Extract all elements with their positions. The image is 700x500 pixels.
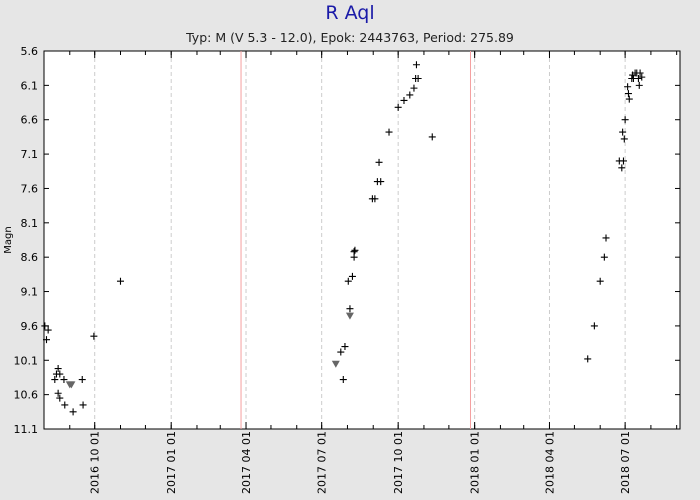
fainter-than-point [331,360,340,368]
grid [94,51,626,429]
observation-point [377,178,385,186]
observation-point [78,376,86,384]
observation-point [56,370,64,378]
observation-point [400,96,408,104]
observation-point [385,128,393,136]
observation-point [621,116,629,124]
observation-point [406,91,414,99]
observation-point [428,133,436,141]
observation-point [56,394,64,402]
data-points [41,61,646,416]
fainter-than-point [67,381,76,389]
observation-point [346,305,354,313]
y-tick-label: 9.1 [21,286,39,299]
x-tick-label: 2018 07 01 [619,431,632,494]
y-axis-label: Magn [3,226,14,253]
observation-point [412,61,420,69]
y-tick-label: 8.6 [21,251,39,264]
observation-point [116,277,124,285]
observation-point [344,277,352,285]
observation-point [339,376,347,384]
observation-point [634,74,642,82]
chart-subtitle: Typ: M (V 5.3 - 12.0), Epok: 2443763, Pe… [186,30,514,45]
observation-point [410,84,418,92]
observation-point [44,326,52,334]
y-tick-label: 9.6 [21,320,39,333]
observation-point [414,74,422,82]
y-tick-labels: 5.6 6.1 6.6 7.1 7.6 8.1 8.6 9.1 9.6 10.1 10.6 11.1 [14,45,39,436]
y-tick-label: 10.1 [14,354,39,367]
observation-point [51,376,59,384]
observation-point [638,73,646,81]
observation-point [54,365,62,373]
observation-point [394,103,402,111]
chart-title: R Aql [325,2,375,24]
observation-point [41,322,49,330]
observation-point [625,95,633,103]
x-tick-label: 2017 07 01 [316,431,329,494]
y-tick-label: 10.6 [14,389,39,402]
plot-area [43,50,681,430]
observation-point [619,157,627,165]
x-tick-labels: 2016 10 01 2017 01 01 2017 04 01 2017 07 01… [89,431,632,494]
y-tick-label: 7.6 [21,182,39,195]
observation-point [90,332,98,340]
observation-point [635,81,643,89]
y-tick-label: 6.6 [21,114,39,127]
fainter-than-point [345,312,354,320]
observation-point [619,128,627,136]
observation-point [42,336,50,344]
observation-point [337,348,345,356]
observation-point [341,343,349,351]
x-tick-label: 2018 01 01 [469,431,482,494]
y-tick-label: 8.1 [21,217,39,230]
observation-point [351,246,359,254]
epoch-lines [240,51,471,429]
observation-point [624,90,632,98]
observation-point [624,83,632,91]
observation-point [636,69,644,77]
observation-point [69,408,77,416]
observation-point [60,376,68,384]
observation-point [61,401,69,409]
y-tick-label: 11.1 [14,423,39,436]
x-tick-label: 2018 04 01 [543,431,556,494]
x-tick-label: 2016 10 01 [89,431,102,494]
observation-point [54,389,62,397]
observation-point [600,253,608,261]
observation-point [348,272,356,280]
observation-point [602,234,610,242]
axis-ticks [43,50,680,430]
observation-point [79,401,87,409]
observation-point [620,135,628,143]
observation-point [371,195,379,203]
y-tick-label: 5.6 [21,45,39,58]
y-tick-label: 7.1 [21,148,39,161]
observation-point [375,158,383,166]
x-tick-label: 2017 04 01 [240,431,253,494]
observation-point [596,277,604,285]
observation-point [350,248,358,256]
x-tick-label: 2017 01 01 [165,431,178,494]
observation-point [618,164,626,172]
x-tick-label: 2017 10 01 [392,431,405,494]
observation-point [590,322,598,330]
y-tick-label: 6.1 [21,79,39,92]
observation-point [584,355,592,363]
